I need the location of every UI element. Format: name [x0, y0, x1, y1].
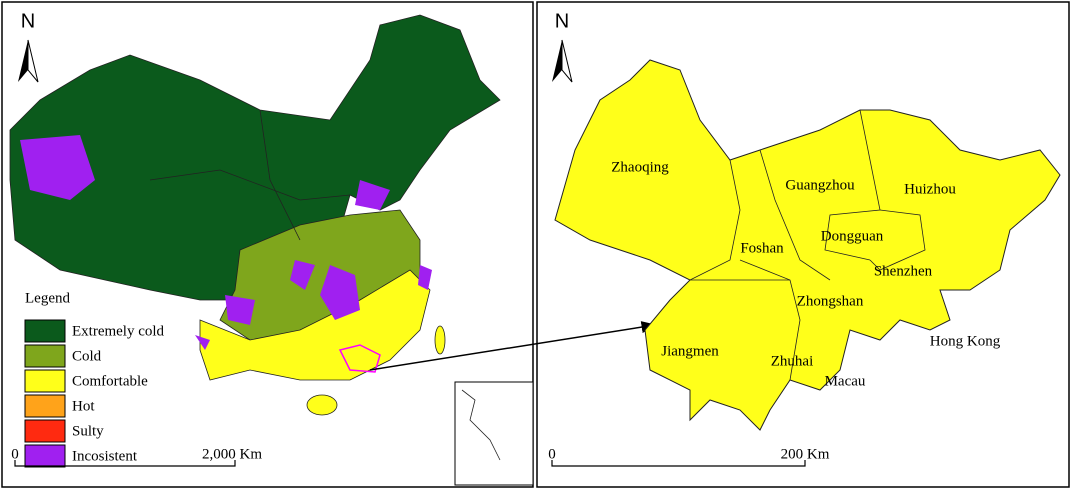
city-label: Zhuhai [771, 353, 814, 369]
city-labels: Zhaoqing Guangzhou Huizhou Foshan Dongguan Sh… [611, 159, 1000, 389]
city-label: Huizhou [904, 181, 956, 197]
city-boundary [869, 209, 926, 271]
north-arrow [561, 39, 573, 83]
province-boundary [259, 109, 301, 241]
city-label: Guangzhou [785, 177, 855, 193]
taiwan [434, 325, 446, 355]
city-boundary [824, 109, 881, 261]
legend-label: Comfortable [72, 373, 148, 389]
region-inconsistent [290, 260, 315, 290]
legend-title: Legend [25, 290, 70, 306]
north-arrow [27, 39, 39, 83]
city-boundary [689, 159, 741, 281]
city-label: Zhaoqing [611, 159, 669, 175]
north-arrow [552, 40, 562, 82]
scale-bar [551, 460, 806, 467]
china-map [9, 14, 501, 416]
hainan [306, 394, 338, 416]
zoom-arrow [369, 321, 657, 371]
city-label: Zhongshan [797, 293, 864, 309]
north-label: N [555, 10, 569, 32]
north-label: N [21, 10, 35, 32]
city-boundary [759, 149, 831, 281]
legend-label: Cold [72, 348, 102, 364]
region-inconsistent [195, 335, 210, 350]
region-inconsistent [355, 180, 390, 210]
legend-label: Extremely cold [72, 323, 165, 339]
city-label: Dongguan [821, 228, 884, 244]
city-label: Foshan [740, 240, 784, 256]
legend-label: Sulty [72, 423, 104, 439]
city-label: Hong Kong [930, 333, 1001, 349]
region-inconsistent [418, 265, 432, 290]
city-label: Macau [825, 373, 866, 389]
scale-label: 0 [11, 446, 19, 462]
inset-frame [454, 381, 534, 486]
inset-coast [461, 389, 501, 461]
legend-swatch [24, 319, 66, 343]
left-frame [1, 1, 534, 488]
region-inconsistent [320, 265, 360, 320]
scale-label: 0 [548, 446, 556, 462]
legend: Extremely cold Cold Comfortable Hot Sulty Inc… [24, 319, 165, 468]
legend-label: Incosistent [72, 448, 138, 464]
legend-swatch [24, 344, 66, 368]
region-inconsistent [225, 295, 255, 325]
gba-map [554, 59, 1061, 431]
legend-label: Hot [72, 398, 95, 414]
gba-outline [338, 344, 381, 373]
scale-bar [14, 460, 236, 467]
north-arrow [18, 40, 28, 82]
city-label: Jiangmen [661, 343, 719, 359]
legend-swatch [24, 394, 66, 418]
legend-swatch [24, 444, 66, 468]
city-label: Shenzhen [874, 263, 933, 279]
scale-label: 200 Km [781, 446, 830, 462]
city-boundary [739, 259, 801, 381]
region-extremely-cold [9, 14, 501, 301]
scale-label: 2,000 Km [202, 446, 262, 462]
legend-swatch [24, 419, 66, 443]
right-frame [536, 1, 1070, 488]
province-boundary [149, 169, 351, 201]
legend-swatch [24, 369, 66, 393]
region-comfortable [199, 269, 431, 381]
region-inconsistent [20, 135, 95, 200]
